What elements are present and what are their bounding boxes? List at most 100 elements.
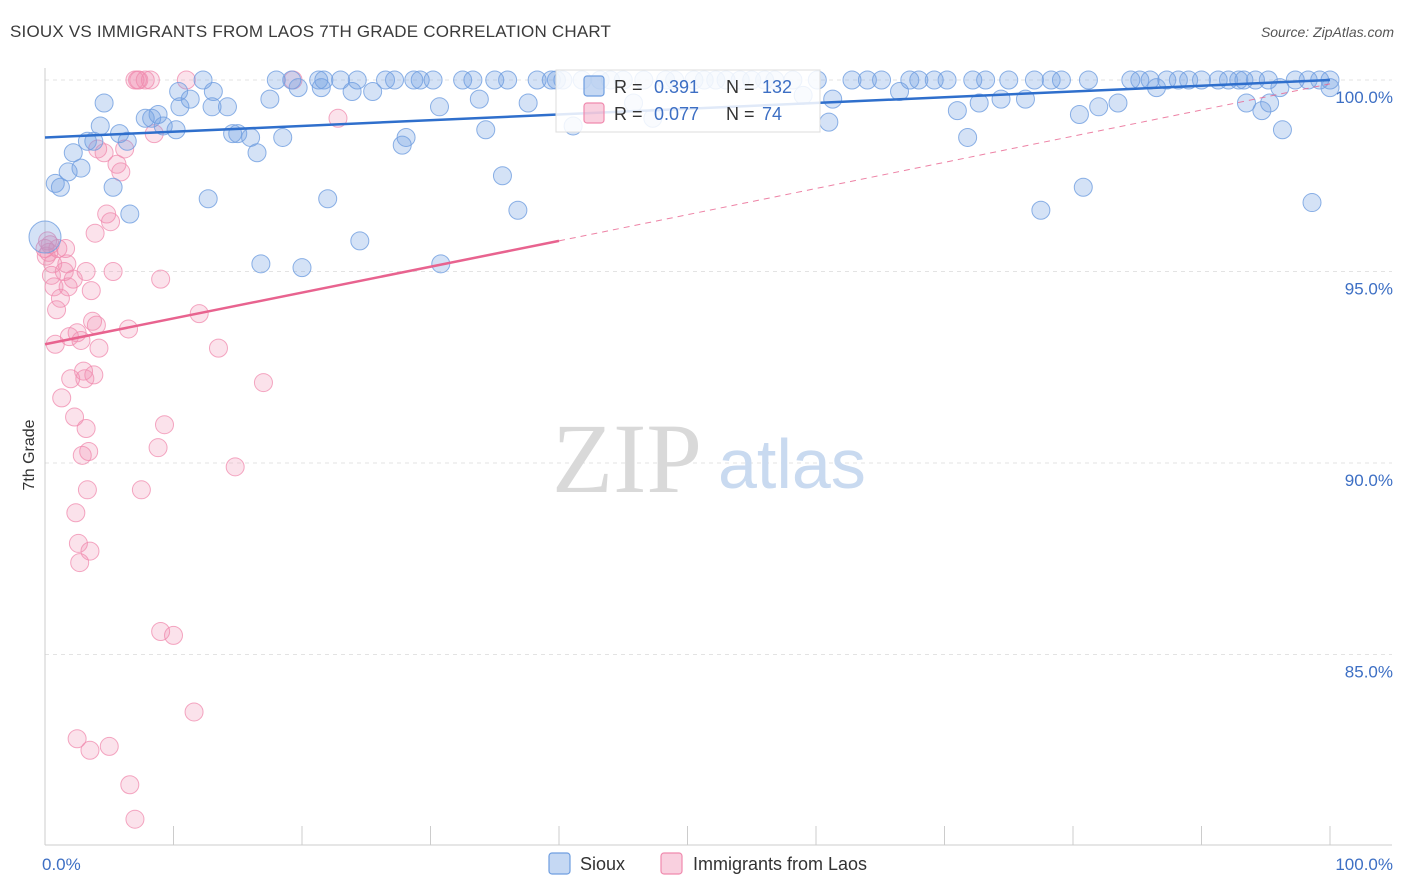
y-tick-label: 95.0%	[1345, 280, 1393, 299]
laos-r-value: 0.077	[654, 104, 699, 124]
laos-point	[68, 533, 88, 553]
sioux-point	[385, 70, 405, 90]
y-tick-labels: 100.0% 95.0% 90.0% 85.0%	[1335, 88, 1393, 682]
sioux-point	[1258, 70, 1278, 90]
sioux-point	[469, 89, 489, 109]
sioux-point	[463, 70, 483, 90]
laos-point	[208, 338, 228, 358]
gridlines	[45, 79, 1392, 655]
sioux-point	[50, 177, 70, 197]
laos-point	[111, 162, 131, 182]
sioux-r-value: 0.391	[654, 77, 699, 97]
bottom-legend-sioux-swatch	[548, 852, 571, 875]
sioux-legend-swatch	[583, 75, 605, 97]
axes	[44, 68, 1392, 846]
sioux-point	[288, 78, 308, 98]
laos-point	[48, 239, 68, 259]
laos-point	[131, 480, 151, 500]
sioux-point	[260, 89, 280, 109]
sioux-point	[958, 127, 978, 147]
sioux-point	[1108, 93, 1128, 113]
laos-point	[129, 70, 149, 90]
sioux-point	[498, 70, 518, 90]
sioux-n-label: N =	[726, 77, 755, 97]
laos-point	[135, 70, 155, 90]
y-tick-label: 100.0%	[1335, 88, 1393, 107]
laos-point	[120, 775, 140, 795]
laos-point	[84, 365, 104, 385]
laos-point	[83, 311, 103, 331]
sioux-point	[350, 231, 370, 251]
watermark-atlas: atlas	[718, 425, 866, 503]
sioux-point	[909, 70, 929, 90]
sioux-point	[170, 97, 190, 117]
sioux-point	[1031, 200, 1051, 220]
sioux-point	[266, 70, 286, 90]
sioux-point	[198, 189, 218, 209]
sioux-point	[63, 143, 83, 163]
sioux-point	[309, 70, 329, 90]
laos-point	[67, 729, 87, 749]
sioux-point	[1252, 101, 1272, 121]
sioux-point	[45, 173, 65, 193]
sioux-n-value: 132	[762, 77, 792, 97]
sioux-point	[999, 70, 1019, 90]
laos-point	[328, 108, 348, 128]
sioux-point	[1089, 97, 1109, 117]
sioux-point	[1168, 70, 1188, 90]
sioux-point	[148, 104, 168, 124]
sioux-point	[1236, 93, 1256, 113]
chart-title: SIOUX VS IMMIGRANTS FROM LAOS 7TH GRADE …	[10, 22, 612, 41]
sioux-point	[347, 70, 367, 90]
sioux-point	[120, 204, 140, 224]
stats-legend: R = 0.391 N = 132 R = 0.077 N = 74	[555, 69, 821, 133]
laos-legend-swatch	[583, 102, 605, 124]
sioux-point	[527, 70, 547, 90]
sioux-point	[292, 258, 312, 278]
sioux-point	[58, 162, 78, 182]
laos-point	[41, 265, 61, 285]
sioux-point	[1078, 70, 1098, 90]
sioux-point	[404, 70, 424, 90]
sioux-point	[518, 93, 538, 113]
sioux-point	[1320, 78, 1340, 98]
sioux-point	[842, 70, 862, 90]
laos-point	[79, 442, 99, 462]
sioux-point	[314, 70, 334, 90]
sioux-point	[1051, 70, 1071, 90]
laos-point	[253, 373, 273, 393]
sioux-point	[1157, 70, 1177, 90]
sioux-point	[508, 200, 528, 220]
sioux-point	[1302, 193, 1322, 213]
sioux-point	[976, 70, 996, 90]
laos-point	[176, 70, 196, 90]
bottom-legend-sioux-label: Sioux	[580, 854, 625, 874]
sioux-point	[217, 97, 237, 117]
sioux-point	[937, 70, 957, 90]
sioux-point	[202, 97, 222, 117]
laos-point	[50, 288, 70, 308]
laos-point	[71, 330, 91, 350]
laos-point	[125, 809, 145, 829]
laos-point	[140, 70, 160, 90]
sioux-point	[282, 70, 302, 90]
bottom-legend-laos-label: Immigrants from Laos	[693, 854, 867, 874]
laos-point	[57, 254, 77, 274]
laos-n-value: 74	[762, 104, 782, 124]
y-axis-label: 7th Grade	[21, 419, 38, 490]
laos-r-label: R =	[614, 104, 643, 124]
sioux-point	[991, 89, 1011, 109]
sioux-point	[247, 143, 267, 163]
laos-point	[164, 625, 183, 645]
sioux-point	[94, 93, 114, 113]
sioux-point	[453, 70, 473, 90]
sioux-point	[342, 81, 362, 101]
source-label: Source: ZipAtlas.com	[1260, 24, 1394, 40]
sioux-point	[166, 120, 186, 140]
watermark: ZIP atlas	[552, 403, 866, 514]
sioux-point	[251, 254, 271, 274]
y-tick-label: 90.0%	[1345, 471, 1393, 490]
laos-point	[115, 139, 135, 159]
laos-point	[65, 407, 85, 427]
